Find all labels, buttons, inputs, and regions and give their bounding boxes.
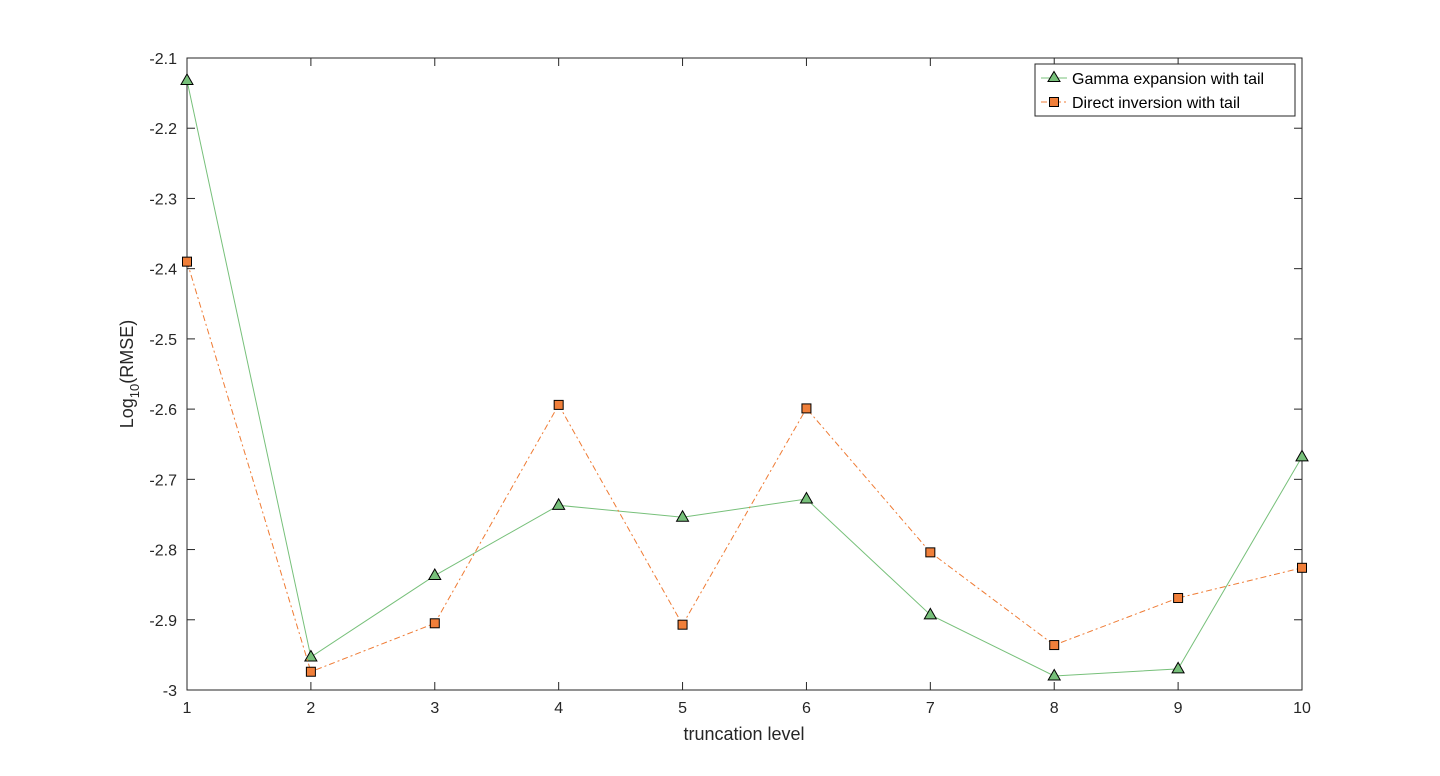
y-tick-label: -2.6 — [149, 402, 177, 419]
plot-area — [186, 57, 1303, 691]
x-tick-label: 10 — [1293, 700, 1311, 717]
x-tick-label: 5 — [678, 700, 687, 717]
data-point-triangle — [551, 497, 566, 510]
data-point-square — [925, 547, 936, 558]
x-axis: 1 2 3 4 5 6 7 8 9 10 — [183, 58, 1311, 717]
legend-entry-direct: Direct inversion with tail — [1041, 95, 1240, 112]
x-tick-label: 2 — [306, 700, 315, 717]
data-point-triangle — [1047, 668, 1062, 681]
series-layer — [180, 72, 1309, 681]
plot-frame — [186, 57, 1303, 691]
y-tick-label: -2.2 — [149, 121, 177, 138]
x-tick-label: 4 — [554, 700, 563, 717]
y-tick-label: -2.1 — [149, 51, 177, 68]
y-axis: -3 -2.9 -2.8 -2.7 -2.6 -2.5 -2.4 -2.3 -2.2 -2.1 — [149, 51, 1302, 700]
data-point-square — [182, 256, 192, 267]
x-axis-label: truncation level — [683, 724, 804, 744]
y-axis-label-suffix: (RMSE) — [117, 320, 137, 384]
y-axis-label-prefix: Log — [117, 398, 137, 428]
data-point-square — [429, 618, 440, 629]
legend-entry-gamma: Gamma expansion with tail — [1041, 70, 1264, 88]
series-direct — [182, 256, 1307, 677]
data-point-square — [677, 619, 688, 630]
data-point-square — [1049, 640, 1060, 651]
data-point-square — [1297, 562, 1307, 573]
data-point-square — [553, 399, 564, 410]
x-tick-label: 9 — [1174, 700, 1183, 717]
series-gamma — [180, 72, 1309, 681]
x-tick-label: 6 — [802, 700, 811, 717]
y-tick-label: -2.4 — [149, 262, 177, 279]
data-point-square — [305, 666, 316, 677]
legend-marker-direct — [1049, 97, 1059, 107]
y-tick-label: -2.8 — [149, 543, 177, 560]
y-tick-label: -2.5 — [149, 332, 177, 349]
legend-marker-gamma — [1047, 70, 1061, 82]
y-tick-label: -3 — [163, 683, 177, 700]
y-axis-label-subscript: 10 — [127, 384, 142, 398]
x-tick-label: 1 — [183, 700, 192, 717]
series-line — [186, 261, 1303, 673]
y-tick-label: -2.3 — [149, 191, 177, 208]
data-point-triangle — [1171, 661, 1185, 674]
data-point-triangle — [180, 72, 194, 85]
data-point-triangle — [799, 491, 814, 504]
x-tick-label: 7 — [926, 700, 935, 717]
x-tick-label: 3 — [430, 700, 439, 717]
series-line — [186, 80, 1303, 677]
data-point-triangle — [304, 649, 318, 662]
data-point-triangle — [427, 568, 442, 581]
x-tick-label: 8 — [1050, 700, 1059, 717]
data-point-triangle — [923, 607, 938, 620]
data-point-triangle — [1295, 449, 1309, 462]
data-point-square — [1173, 593, 1184, 604]
legend-label-direct: Direct inversion with tail — [1072, 95, 1240, 112]
data-point-square — [801, 403, 812, 414]
y-axis-label: Log10(RMSE) — [117, 320, 142, 429]
legend-box — [1034, 63, 1296, 117]
data-point-triangle — [675, 509, 690, 522]
legend-label-gamma: Gamma expansion with tail — [1072, 71, 1264, 88]
legend: Gamma expansion with tail Direct inversi… — [1034, 63, 1296, 117]
y-tick-label: -2.9 — [149, 613, 177, 630]
y-tick-label: -2.7 — [149, 472, 177, 489]
